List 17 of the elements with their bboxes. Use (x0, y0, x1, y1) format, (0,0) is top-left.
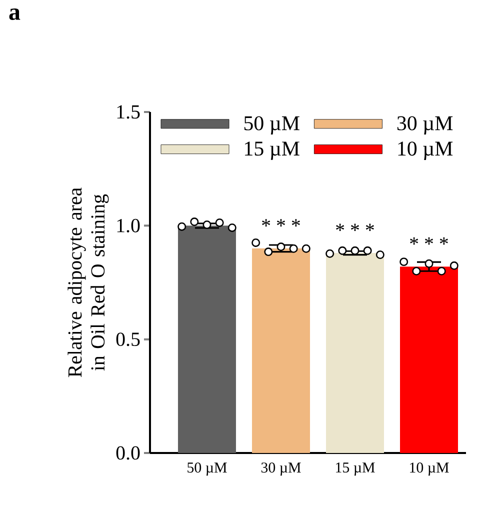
legend-label: 10 µM (398, 142, 453, 160)
x-tick-label: 10 µM (410, 462, 449, 476)
annotation: * * * (336, 224, 374, 232)
annotation: * * * (410, 237, 448, 245)
y-tick-label: 0.5 (116, 332, 140, 346)
y-tick-label: 1.5 (117, 105, 140, 119)
y-tick-label: 1.0 (117, 218, 140, 232)
annotation: * * * (262, 219, 300, 226)
y-axis-title: Relative adipocyte area in Oil Red O staining (68, 188, 109, 378)
y-tick-label: 0.0 (116, 446, 140, 460)
x-tick-label: 15 µM (336, 462, 375, 476)
legend-label: 50 µM (244, 116, 300, 135)
x-tick-label: 50 µM (188, 462, 227, 476)
text: a (9, 8, 20, 20)
legend-label: 30 µM (397, 116, 453, 135)
x-tick-label: 30 µM (261, 462, 301, 476)
legend-label: 15 µM (245, 142, 300, 160)
